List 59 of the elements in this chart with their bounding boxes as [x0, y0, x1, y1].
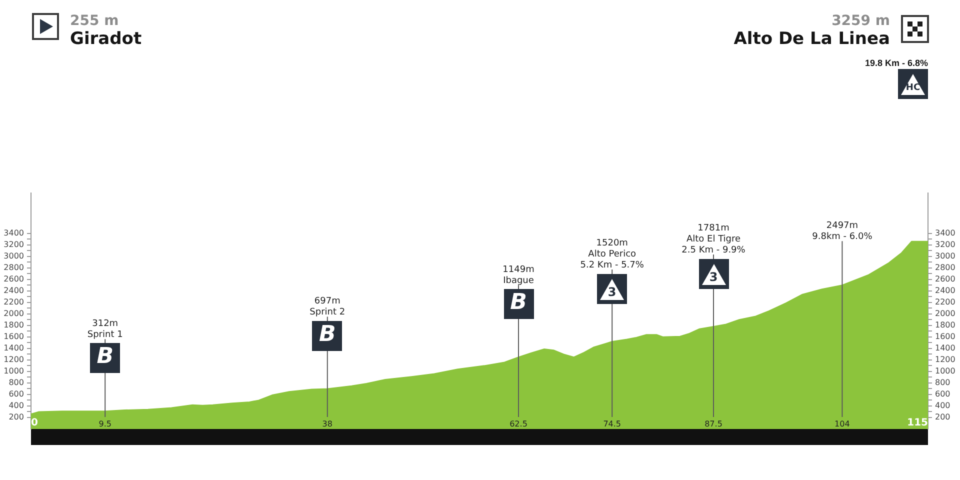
y-tick-label: 1400	[4, 343, 24, 352]
y-tick-label: 800	[8, 378, 24, 388]
x-tick-label: 87.5	[704, 419, 722, 428]
y2-tick-label: 2200	[935, 297, 956, 306]
y2-tick-label: 2400	[935, 286, 956, 295]
y2-tick-label: 3200	[935, 240, 956, 249]
text: 255 m	[70, 13, 119, 29]
y2-tick-label: 2800	[935, 262, 956, 272]
text: HC	[906, 83, 920, 93]
y2-tick-label: 2000	[935, 308, 956, 318]
y-tick-label: 2800	[4, 262, 24, 272]
text: 19.8 Km - 6.8%	[864, 58, 928, 68]
x-tick-label: 74.5	[603, 419, 622, 428]
y-tick-label: 1200	[4, 355, 24, 364]
y2-tick-label: 3400	[935, 228, 956, 238]
ref-line-label: 1149m Ibague	[502, 265, 534, 286]
text: Alto De La Linea	[734, 29, 890, 49]
x-tick-label: 104	[834, 419, 850, 428]
y2-tick-label: 1000	[935, 366, 956, 376]
y-tick-label: 600	[8, 390, 24, 399]
y2-tick-label: 600	[935, 390, 950, 399]
y-tick-label: 3200	[4, 240, 24, 249]
y2-tick-label: 800	[935, 378, 950, 388]
x-tick-label: 38	[322, 419, 332, 428]
x-tick-label: 62.5	[510, 419, 528, 428]
ref-line-label: 1781m Alto El Tigre 2.5 Km - 9.9%	[682, 224, 746, 256]
text: Giradot	[70, 29, 142, 49]
text: 3259 m	[832, 13, 890, 29]
y2-tick-label: 1800	[935, 320, 956, 330]
ref-line-label: 312m Sprint 1	[87, 319, 123, 340]
y2-tick-label: 2600	[935, 274, 956, 284]
x-tick-label: 9.5	[98, 419, 112, 428]
y2-tick-label: 1200	[935, 355, 956, 364]
x-tick-label: 0	[31, 418, 38, 429]
annotation: 3	[709, 270, 718, 284]
ref-line-label: 2497m 9.8km - 6.0%	[812, 221, 873, 242]
y-tick-label: 2000	[4, 308, 24, 318]
y-tick-label: 2600	[4, 274, 24, 284]
y-tick-label: 1800	[4, 320, 24, 330]
y2-tick-label: 400	[935, 401, 950, 410]
y-tick-label: 400	[8, 401, 24, 410]
ref-line-label: 1520m Alto Perico 5.2 Km - 5.7%	[580, 238, 644, 271]
y-tick-label: 1600	[4, 332, 24, 341]
y-tick-label: 2400	[4, 286, 24, 295]
y-tick-label: 2200	[4, 297, 24, 306]
y2-tick-label: 200	[935, 412, 950, 422]
y-tick-label: 3400	[4, 228, 24, 238]
y2-tick-label: 1600	[935, 332, 956, 341]
y-tick-label: 3000	[4, 251, 24, 260]
annotation: B	[510, 290, 527, 316]
y2-tick-label: 1400	[935, 343, 956, 352]
ref-line-label: 697m Sprint 2	[310, 296, 346, 318]
x-tick-label: 115	[907, 418, 928, 429]
y2-tick-label: 3000	[935, 251, 956, 260]
annotation: 3	[608, 284, 616, 298]
annotation: B	[96, 344, 114, 370]
y-tick-label: 200	[8, 412, 24, 422]
y-tick-label: 1000	[4, 366, 24, 376]
annotation: B	[319, 322, 336, 347]
